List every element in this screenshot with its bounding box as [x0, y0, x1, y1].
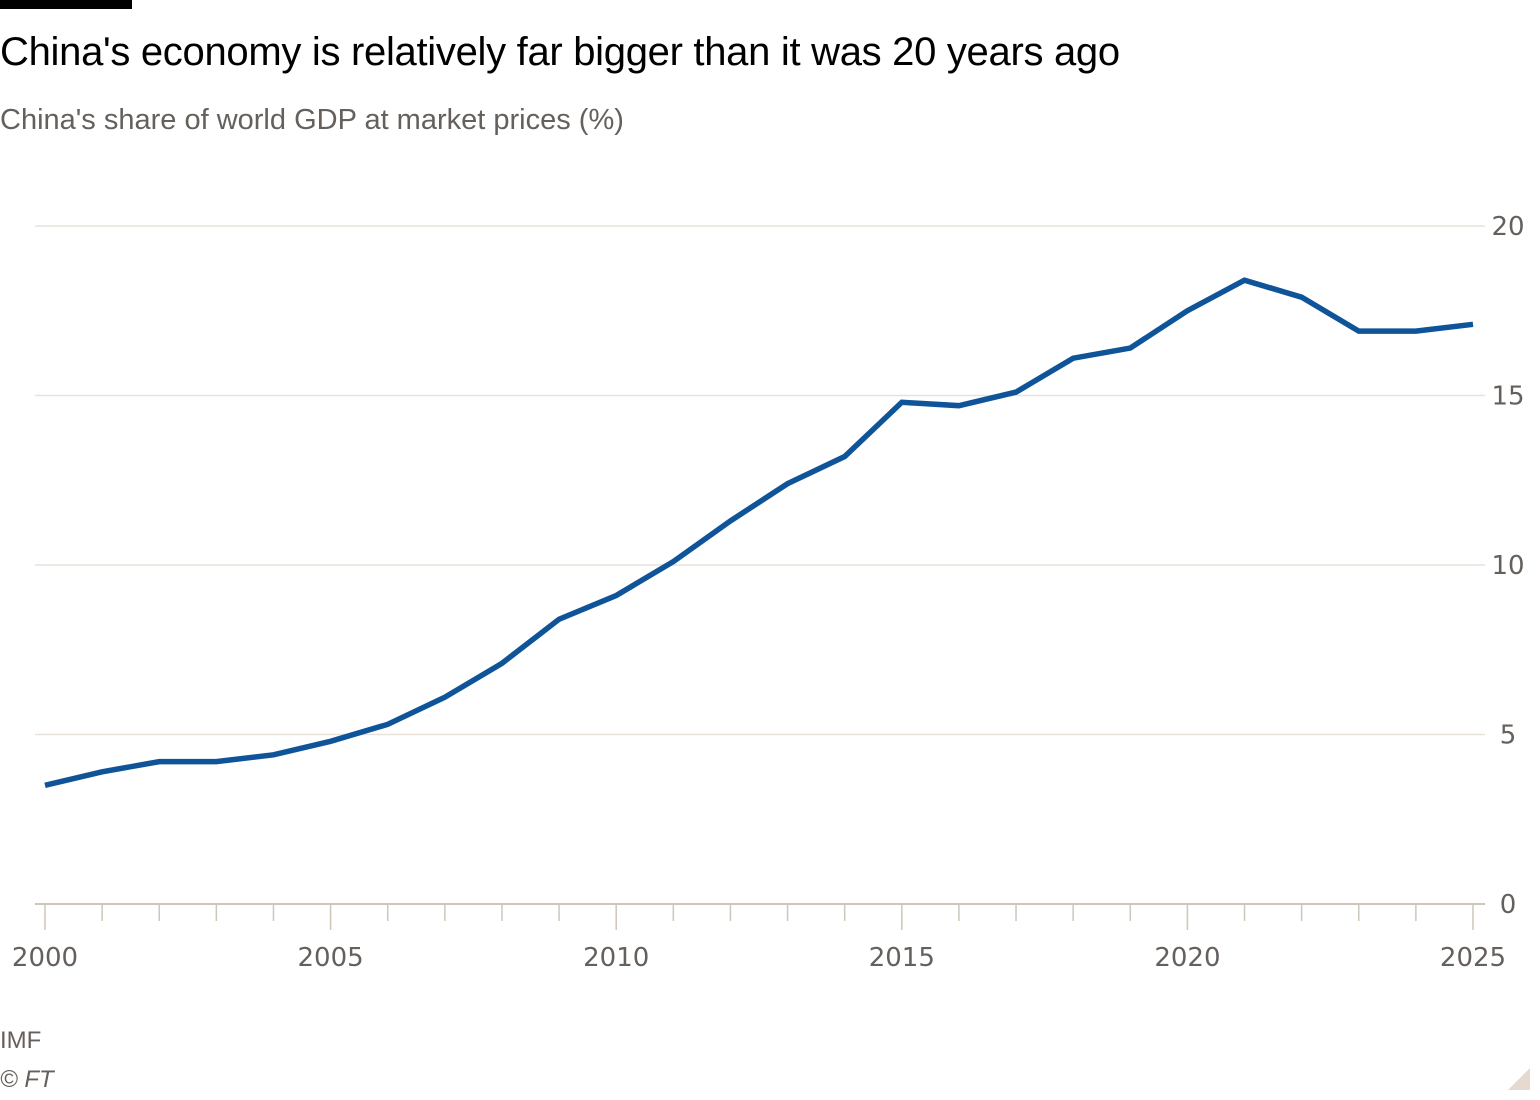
gridlines	[35, 225, 1485, 736]
x-tick-label: 2025	[1440, 943, 1506, 973]
chart-title: China's economy is relatively far bigger…	[0, 30, 1120, 74]
y-tick-label: 0	[1500, 890, 1517, 920]
brand-bar	[0, 0, 132, 9]
y-axis: 0 5 10 15 20	[1491, 212, 1524, 920]
y-tick-label: 20	[1491, 212, 1524, 242]
y-tick-label: 15	[1491, 382, 1524, 412]
series-line	[44, 277, 1474, 789]
y-tick-label: 10	[1491, 551, 1524, 581]
x-tick-label: 2015	[869, 943, 935, 973]
resize-corner-icon	[1508, 1068, 1530, 1090]
copyright-note: © FT	[0, 1066, 54, 1093]
x-tick-label: 2005	[298, 943, 364, 973]
x-tick-label: 2010	[583, 943, 649, 973]
x-tick-label: 2020	[1154, 943, 1220, 973]
source-note: IMF	[0, 1027, 42, 1054]
x-axis: 2000 2005 2010 2015 2020 2025	[12, 903, 1506, 973]
chart-subtitle: China's share of world GDP at market pri…	[0, 104, 624, 136]
series-layer	[44, 277, 1474, 789]
y-tick-label: 5	[1500, 721, 1517, 751]
x-tick-label: 2000	[12, 943, 78, 973]
